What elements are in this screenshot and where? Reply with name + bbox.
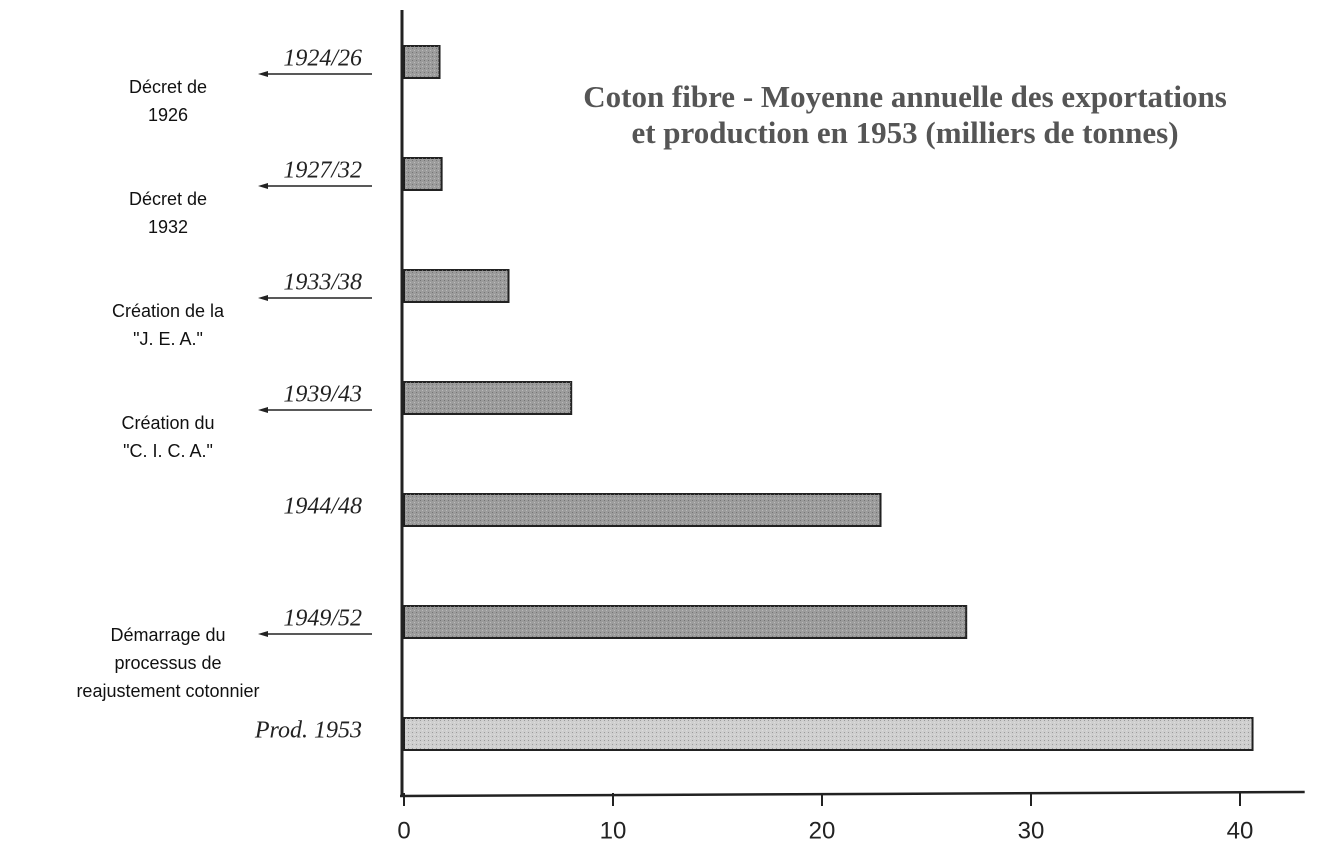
bar-texture [404, 606, 967, 638]
annotation: Création du [121, 413, 214, 433]
x-axis [399, 790, 1305, 798]
bar-texture [404, 494, 881, 526]
y-tick-label: Prod. 1953 [254, 718, 362, 744]
x-tick-label: 0 [397, 817, 410, 844]
x-tick-label: 30 [1018, 817, 1045, 844]
annotation: processus de [114, 653, 221, 673]
arrow-head [258, 71, 268, 77]
x-tick-label: 40 [1227, 817, 1254, 844]
x-tick-label: 10 [600, 817, 627, 844]
annotation: reajustement cotonnier [76, 681, 259, 701]
annotation: "J. E. A." [133, 329, 203, 349]
annotation: Démarrage du [110, 625, 225, 645]
arrow-head [258, 183, 268, 189]
arrow-head [258, 631, 268, 637]
y-tick-label: 1944/48 [283, 494, 362, 520]
y-tick-label: 1924/26 [283, 46, 362, 72]
annotation: Décret de [129, 77, 207, 97]
annotation: "C. I. C. A." [123, 441, 213, 461]
bar-texture [404, 46, 440, 78]
annotation: Création de la [112, 301, 225, 321]
annotation: 1932 [148, 217, 188, 237]
x-tick-label: 20 [809, 817, 836, 844]
bar-texture [404, 158, 442, 190]
y-tick-label: 1933/38 [283, 270, 362, 296]
bar-texture [404, 382, 572, 414]
y-tick-label: 1927/32 [283, 158, 362, 184]
y-tick-label: 1949/52 [283, 606, 362, 632]
y-tick-label: 1939/43 [283, 382, 362, 408]
bar-texture [404, 270, 509, 302]
annotation: Décret de [129, 189, 207, 209]
chart-title: Coton fibre - Moyenne annuelle des expor… [583, 79, 1227, 114]
bar-texture [404, 718, 1253, 750]
arrow-head [258, 295, 268, 301]
annotation: 1926 [148, 105, 188, 125]
arrow-head [258, 407, 268, 413]
chart-title: et production en 1953 (milliers de tonne… [631, 115, 1178, 150]
